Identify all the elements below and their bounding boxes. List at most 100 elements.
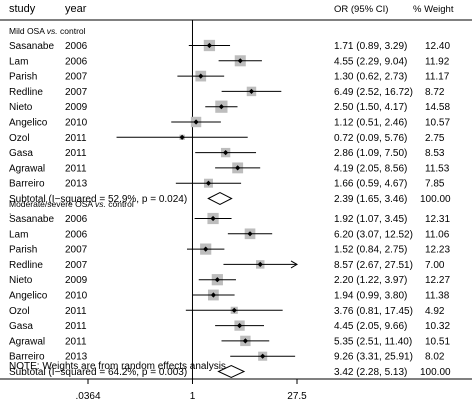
study-name: Sasanabe: [9, 214, 54, 225]
study-weight: 11.38: [425, 291, 450, 302]
study-or-ci: 2.86 (1.09, 7.50): [334, 148, 407, 159]
study-name: Parish: [9, 72, 37, 83]
study-name: Parish: [9, 245, 37, 256]
study-year: 2010: [65, 291, 88, 302]
study-name: Angelico: [9, 291, 48, 302]
study-or-ci: 1.66 (0.59, 4.67): [334, 179, 407, 190]
study-name: Redline: [9, 87, 43, 98]
study-year: 2011: [65, 306, 87, 317]
subtotal-weight: 100.00: [420, 367, 451, 378]
study-year: 2006: [65, 56, 88, 67]
group-header-tail: control: [58, 26, 86, 36]
header-weight: % Weight: [413, 4, 454, 15]
study-year: 2011: [65, 336, 87, 347]
study-name: Barreiro: [9, 179, 45, 190]
study-weight: 4.92: [425, 306, 445, 317]
study-name: Nieto: [9, 102, 33, 113]
point-estimate: [179, 134, 185, 140]
x-tick-label: 1: [190, 391, 196, 402]
group-header-main: Moderate/severe OSA: [9, 199, 95, 209]
group-header-vs: vs.: [47, 26, 58, 36]
study-name: Redline: [9, 260, 43, 271]
point-estimate: [236, 323, 243, 329]
point-estimate: [247, 231, 253, 237]
study-weight: 2.75: [425, 133, 445, 144]
study-or-ci: 4.19 (2.05, 8.56): [334, 163, 407, 174]
study-weight: 11.17: [425, 72, 450, 83]
study-weight: 11.53: [425, 163, 450, 174]
study-or-ci: 1.92 (1.07, 3.45): [334, 214, 407, 225]
point-estimate: [231, 307, 237, 313]
point-estimate: [214, 277, 220, 283]
study-or-ci: 0.72 (0.09, 5.76): [334, 133, 407, 144]
study-name: Lam: [9, 229, 28, 240]
study-name: Sasanabe: [9, 41, 54, 52]
group-header-vs: vs.: [95, 199, 106, 209]
study-name: Agrawal: [9, 336, 45, 347]
study-or-ci: 8.57 (2.67, 27.51): [334, 260, 413, 271]
study-weight: 12.40: [425, 41, 450, 52]
study-weight: 10.51: [425, 336, 450, 347]
point-estimate: [223, 150, 229, 156]
point-estimate: [218, 104, 224, 110]
point-estimate: [235, 165, 241, 171]
study-year: 2006: [65, 229, 88, 240]
point-estimate: [257, 261, 263, 267]
subtotal-diamond: [217, 364, 246, 379]
study-weight: 11.06: [425, 229, 450, 240]
study-or-ci: 1.71 (0.89, 3.29): [334, 41, 407, 52]
study-weight: 7.00: [425, 260, 445, 271]
study-weight: 12.31: [425, 214, 450, 225]
study-or-ci: 1.94 (0.99, 3.80): [334, 291, 407, 302]
group-header-main: Mild OSA: [9, 26, 47, 36]
study-year: 2007: [65, 87, 88, 98]
separator-dot: .: [9, 207, 12, 217]
study-year: 2011: [65, 133, 87, 144]
point-estimate: [260, 353, 266, 359]
study-name: Barreiro: [9, 352, 45, 363]
x-tick-label: .0364: [75, 391, 100, 402]
study-or-ci: 4.45 (2.05, 9.66): [334, 321, 407, 332]
study-or-ci: 1.30 (0.62, 2.73): [334, 72, 407, 83]
study-name: Gasa: [9, 148, 33, 159]
subtotal-weight: 100.00: [420, 194, 451, 205]
group-header: Moderate/severe OSA vs. control: [9, 199, 134, 209]
study-weight: 12.23: [425, 245, 450, 256]
ci-arrow: [290, 260, 298, 269]
study-year: 2009: [65, 275, 88, 286]
study-weight: 8.02: [425, 352, 445, 363]
point-estimate: [210, 292, 216, 298]
study-weight: 7.85: [425, 179, 445, 190]
point-estimate: [242, 338, 248, 344]
point-estimate: [198, 73, 204, 79]
study-weight: 8.72: [425, 87, 445, 98]
point-estimate: [203, 246, 209, 252]
x-tick-label: 27.5: [287, 391, 307, 402]
point-estimate: [206, 42, 213, 49]
study-year: 2010: [65, 118, 88, 129]
group-header-tail: control: [106, 199, 134, 209]
header-or-ci: OR (95% CI): [334, 4, 388, 15]
study-year: 2007: [65, 72, 88, 83]
study-year: 2011: [65, 148, 87, 159]
study-year: 2013: [65, 352, 88, 363]
study-or-ci: 5.35 (2.51, 11.40): [334, 336, 412, 347]
header-year: year: [65, 3, 87, 15]
study-year: 2007: [65, 260, 88, 271]
subtotal-label: Subtotal (I−squared = 52.9%, p = 0.024): [9, 194, 187, 205]
study-or-ci: 1.12 (0.51, 2.46): [334, 118, 407, 129]
study-weight: 12.27: [425, 275, 450, 286]
x-axis: .0364 1 27.5: [75, 379, 307, 402]
study-name: Ozol: [9, 306, 30, 317]
point-estimate: [193, 119, 199, 125]
study-weight: 10.57: [425, 118, 450, 129]
study-or-ci: 6.49 (2.52, 16.72): [334, 87, 413, 98]
weights-note: NOTE: Weights are from random effects an…: [9, 361, 226, 372]
study-weight: 14.58: [425, 102, 450, 113]
study-name: Ozol: [9, 133, 30, 144]
subtotal-label: Subtotal (I−squared = 64.2%, p = 0.003): [9, 367, 187, 378]
study-name: Agrawal: [9, 163, 45, 174]
study-weight: 11.92: [425, 56, 450, 67]
study-or-ci: 2.20 (1.22, 3.97): [334, 275, 407, 286]
